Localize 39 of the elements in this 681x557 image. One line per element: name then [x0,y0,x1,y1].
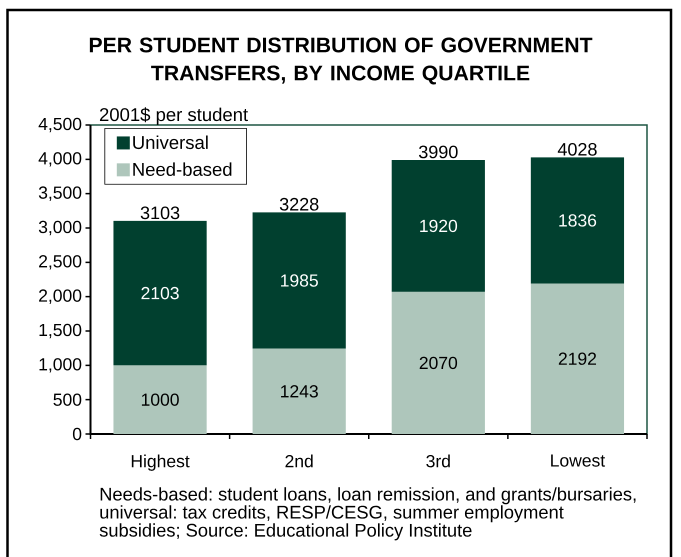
y-tick-label: 2,500 [39,255,82,270]
y-tick-label: 4,000 [38,152,82,167]
data-label: 1920 [420,220,458,232]
text: Needs-based: student loans, loan remission, and grants/bursaries, universal: tax credits, RESP/CESG, summer employment subsidies; Source: Educational Policy Institute [100,487,636,540]
bar [252,348,346,434]
chart-title: PER STUDENT DISTRIBUTION OF GOVERNMENT TRANSFERS, BY INCOME QUARTILE [90,37,592,84]
data-label: 1985 [281,274,318,287]
total-label: 4028 [558,142,597,156]
total-label: 3990 [418,146,458,158]
bar [530,157,624,284]
data-label: 2192 [558,352,596,365]
y-tick-label: 500 [53,393,82,406]
x-tick-label: 3rd [426,454,450,468]
y-tick-label: 1,500 [40,324,82,338]
bar [252,212,346,349]
x-tick-label: Highest [132,454,190,471]
data-label: 2103 [141,286,179,300]
y-tick-label: 2,000 [39,289,82,304]
y-tick-label: 0 [72,428,82,440]
x-tick-label: 2nd [285,454,313,468]
y-axis-title: 2001$ per student [100,107,248,125]
data-label: 2070 [420,356,458,370]
legend-label: Universal [133,135,208,150]
data-label: 1243 [281,385,318,398]
bar [113,365,207,434]
data-label: 1836 [559,214,596,227]
legend-label: Need-based [133,162,232,176]
x-tick-label: Lowest [551,454,606,467]
y-tick-label: 1,000 [40,358,82,373]
total-label: 3103 [140,206,180,220]
bar [392,160,485,292]
y-tick-label: 4,500 [38,118,82,132]
y-tick-label: 3,000 [38,220,82,236]
bar [392,292,485,434]
bar [530,283,624,434]
y-tick-label: 3,500 [38,186,82,201]
total-label: 3228 [280,198,318,211]
bar [113,220,207,366]
data-label: 1000 [142,393,179,406]
